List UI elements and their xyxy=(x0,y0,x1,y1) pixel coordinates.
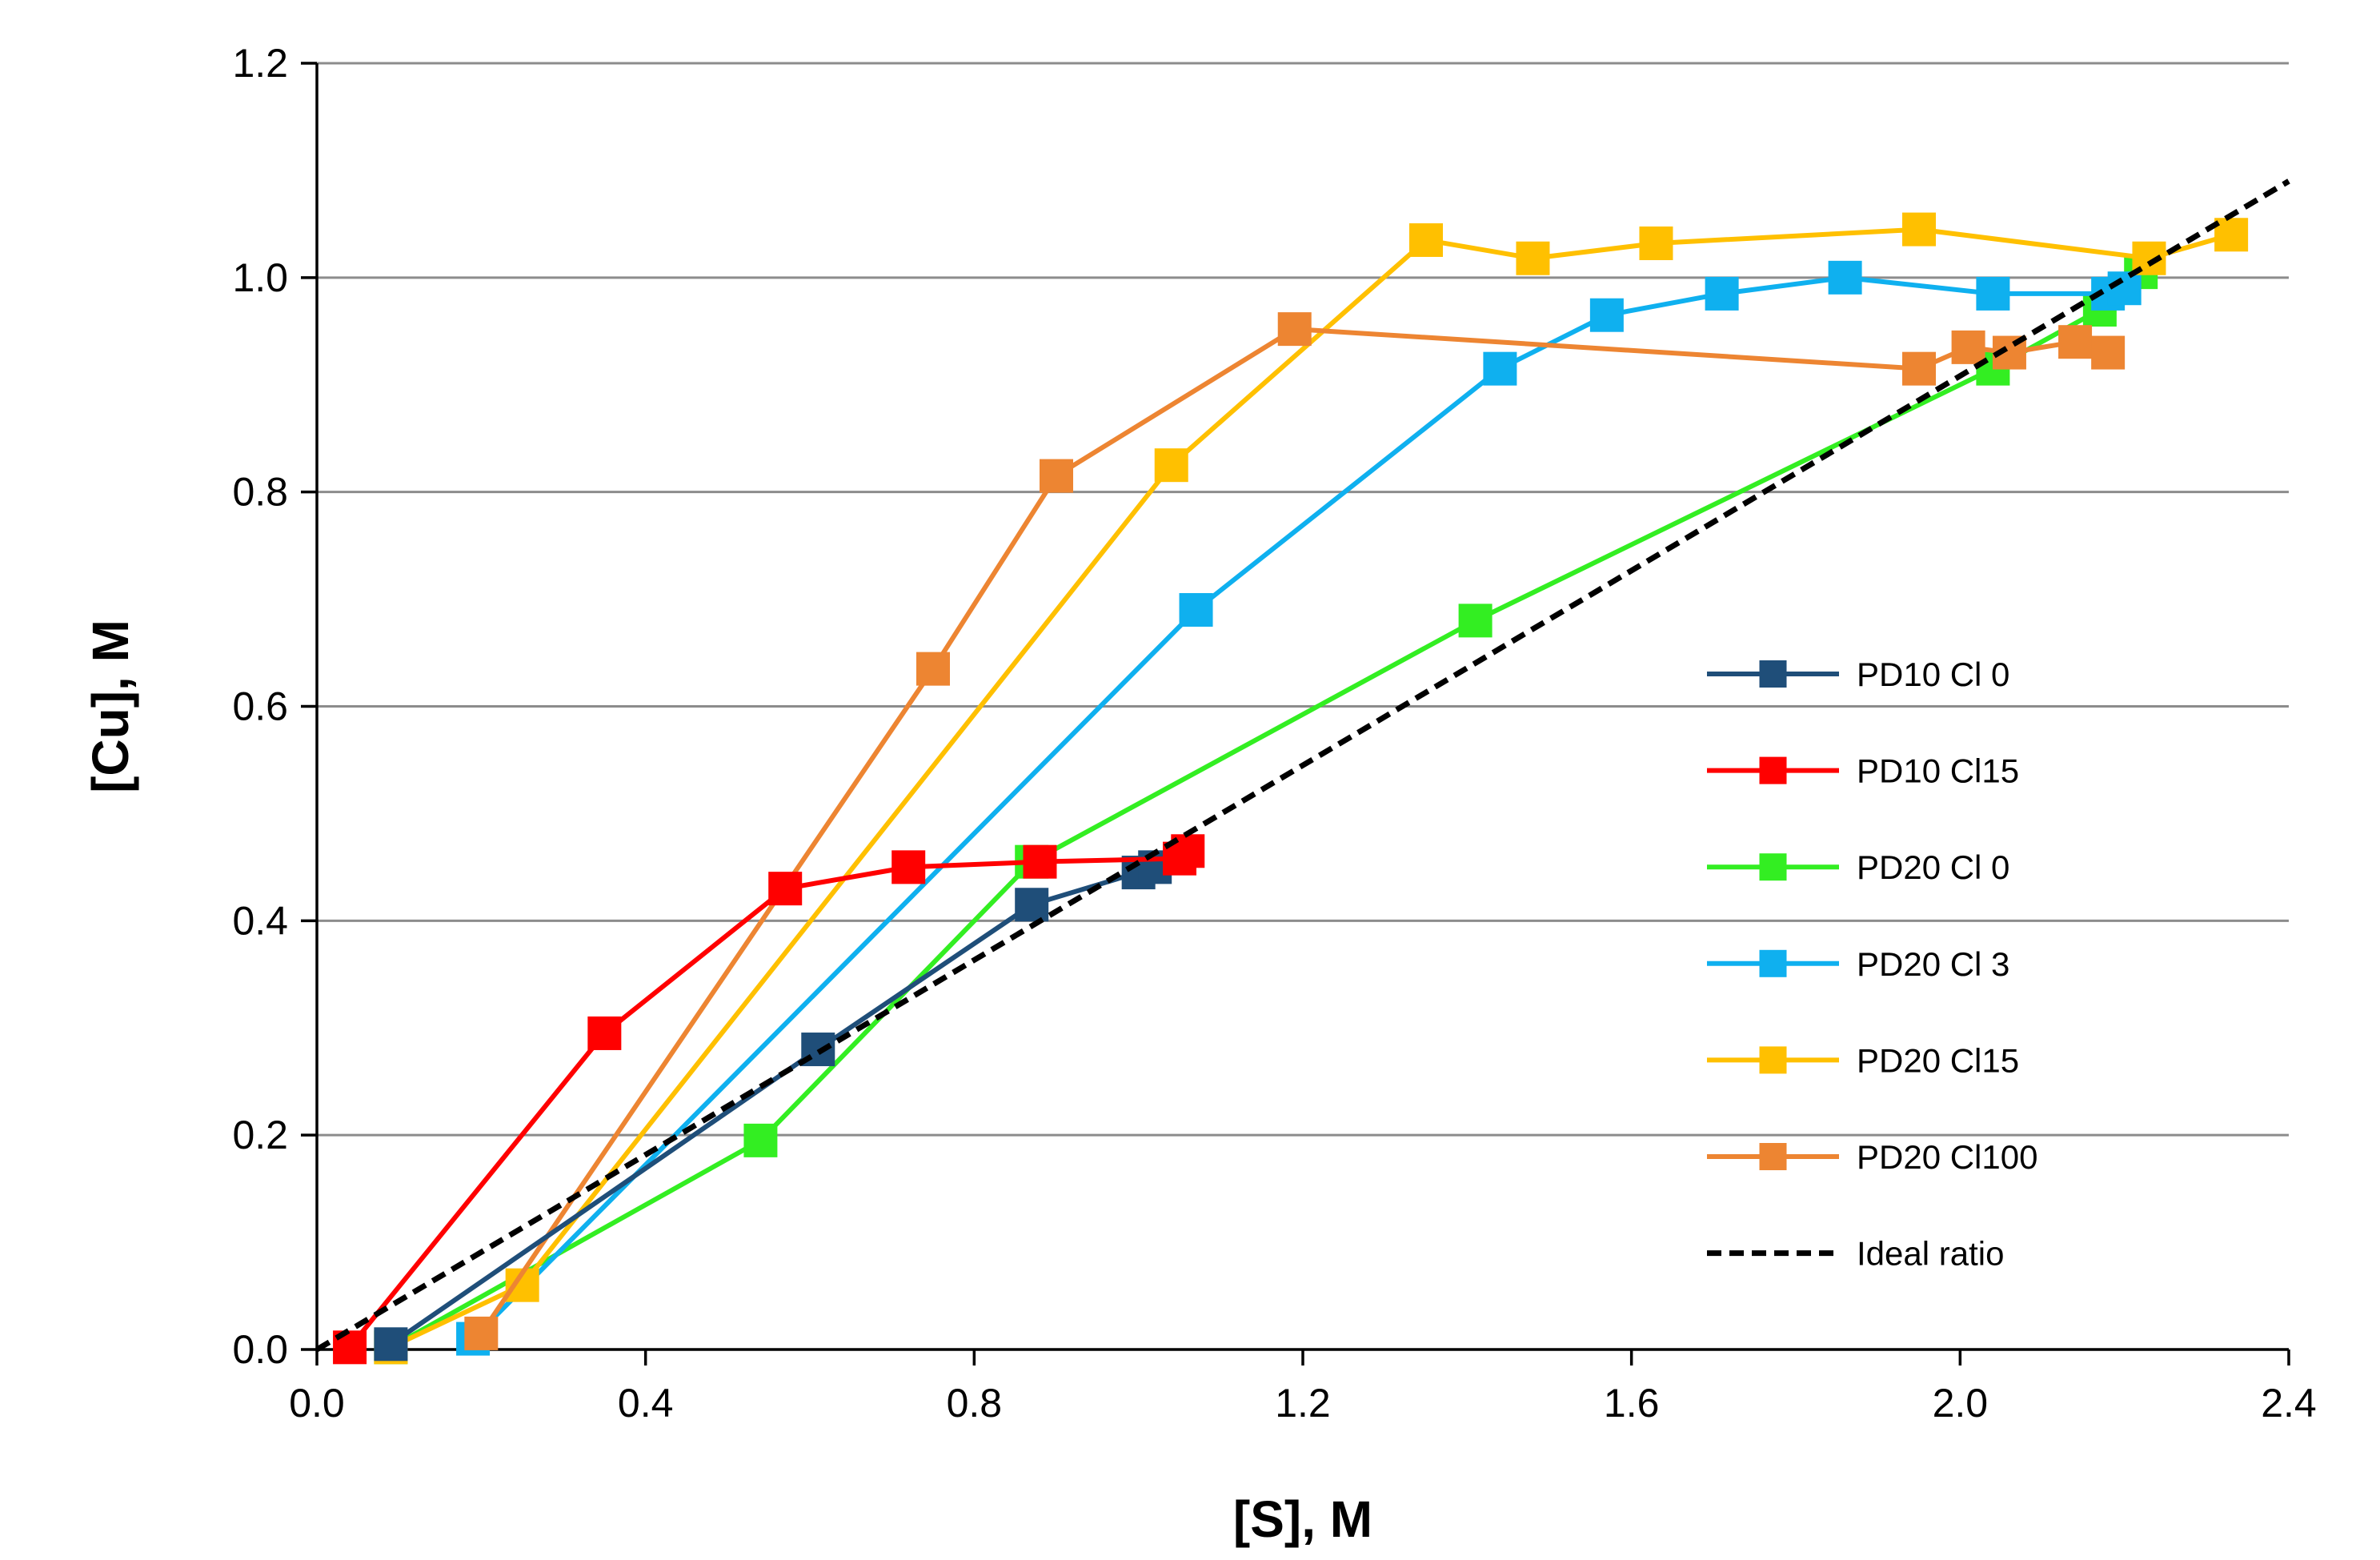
legend-marker xyxy=(1759,1143,1787,1170)
x-tick-label: 0.4 xyxy=(618,1381,674,1426)
data-point xyxy=(1951,330,1985,364)
legend-marker xyxy=(1759,949,1787,977)
series-ideal-ratio xyxy=(315,178,2290,1353)
data-point xyxy=(1589,298,1624,332)
data-point xyxy=(1409,223,1443,257)
y-tick-label: 0.6 xyxy=(232,684,288,729)
y-tick-label: 1.0 xyxy=(232,255,288,300)
y-tick-label: 0.8 xyxy=(232,470,288,515)
x-tick-label: 0.8 xyxy=(947,1381,1003,1426)
data-point xyxy=(768,872,803,906)
data-point xyxy=(1639,226,1673,260)
y-tick-label: 0.2 xyxy=(232,1113,288,1157)
data-point xyxy=(1458,604,1493,638)
data-point xyxy=(2214,218,2249,252)
legend-marker xyxy=(1759,1046,1787,1074)
legend-label: Ideal ratio xyxy=(1857,1235,2004,1273)
legend-label: PD20 Cl15 xyxy=(1857,1041,2019,1079)
legend-entry: PD20 Cl100 xyxy=(1707,1138,2037,1176)
data-point xyxy=(374,1327,408,1361)
legend-entry: PD20 Cl 3 xyxy=(1707,945,2009,983)
x-tick-label: 2.4 xyxy=(2261,1381,2317,1426)
legend-label: PD10 Cl 0 xyxy=(1857,656,2009,693)
data-point xyxy=(1023,844,1057,879)
y-tick-label: 1.2 xyxy=(232,41,288,86)
x-axis-title: [S], M xyxy=(1233,1490,1372,1548)
y-tick-label: 0.0 xyxy=(232,1327,288,1372)
x-tick-label: 1.6 xyxy=(1604,1381,1660,1426)
legend-label: PD20 Cl 3 xyxy=(1857,945,2009,983)
series-pd20-cl100 xyxy=(464,312,2126,1350)
y-tick-label: 0.4 xyxy=(232,898,288,943)
data-point xyxy=(1483,351,1517,386)
x-tick-label: 1.2 xyxy=(1275,1381,1331,1426)
data-point xyxy=(1040,459,1073,493)
data-point xyxy=(587,1016,622,1050)
data-point xyxy=(1828,260,1862,295)
y-axis-title: [Cu], M xyxy=(82,620,139,793)
data-point xyxy=(1516,241,1550,275)
legend-marker xyxy=(1759,660,1787,688)
gridlines xyxy=(317,62,2289,1137)
axes xyxy=(301,62,2290,1366)
data-point xyxy=(743,1123,778,1157)
data-point xyxy=(1277,312,1312,347)
legend-label: PD20 Cl 0 xyxy=(1857,848,2009,886)
legend-label: PD10 Cl15 xyxy=(1857,752,2019,790)
data-point xyxy=(1976,276,2010,311)
data-point xyxy=(1154,448,1188,483)
tick-labels: 0.0 0.2 0.4 0.6 0.8 1.0 1.2 0.0 0.4 0.8 1.2 1.6 2.0 2… xyxy=(232,41,2316,1426)
legend: PD10 Cl 0 PD10 Cl15 PD20 Cl 0 PD20 Cl 3 PD20… xyxy=(1707,656,2037,1273)
legend-entry: PD10 Cl15 xyxy=(1707,752,2019,790)
data-point xyxy=(2058,325,2093,359)
x-tick-label: 2.0 xyxy=(1933,1381,1989,1426)
legend-marker xyxy=(1759,853,1787,881)
legend-marker xyxy=(1759,756,1787,784)
data-point xyxy=(891,850,926,884)
series-line xyxy=(315,178,2290,1353)
series-layer xyxy=(315,178,2290,1365)
legend-entry: PD20 Cl 0 xyxy=(1707,848,2009,886)
data-point xyxy=(1902,212,1936,247)
data-point xyxy=(1705,276,1739,311)
data-point xyxy=(1015,888,1049,922)
legend-entry: Ideal ratio xyxy=(1707,1235,2004,1273)
data-point xyxy=(1902,351,1936,386)
x-tick-label: 0.0 xyxy=(289,1381,345,1426)
data-point xyxy=(2091,335,2126,370)
legend-entry: PD10 Cl 0 xyxy=(1707,656,2009,693)
legend-entry: PD20 Cl15 xyxy=(1707,1041,2019,1079)
legend-label: PD20 Cl100 xyxy=(1857,1138,2037,1176)
data-point xyxy=(1179,592,1213,627)
data-point xyxy=(464,1316,499,1350)
data-point xyxy=(916,652,950,686)
